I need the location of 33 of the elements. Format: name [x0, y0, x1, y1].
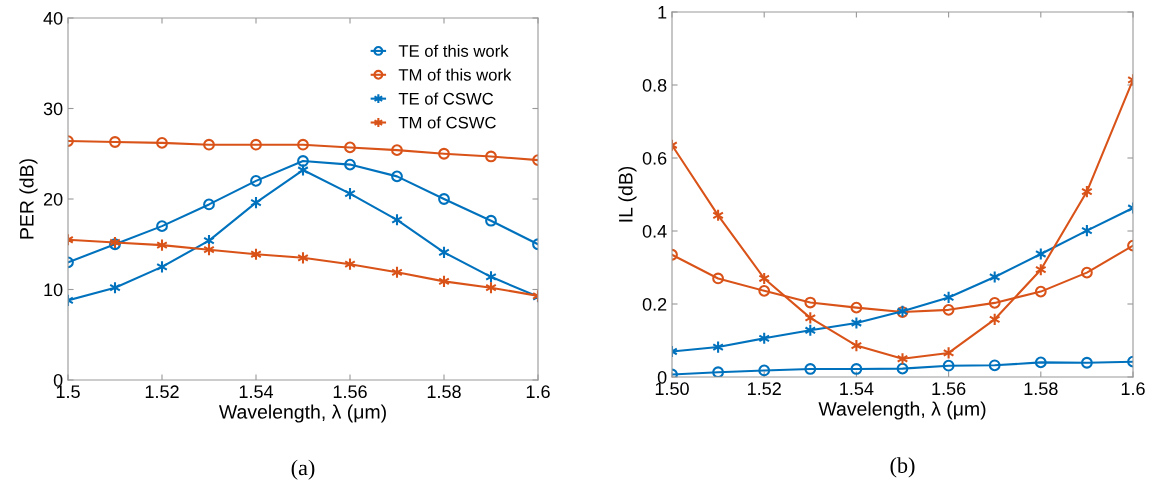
y-tick-label: 0.6	[642, 151, 667, 165]
text: (b)	[890, 457, 915, 478]
y-tick-label: 0.4	[642, 224, 667, 238]
x-tick-label: 1.6	[1121, 382, 1145, 396]
x-tick-label: 1.52	[145, 385, 179, 399]
y-tick-label: 1	[658, 6, 667, 19]
y-tick-label: 0.2	[642, 297, 667, 311]
y-axis-title: PER (dB)	[19, 159, 38, 239]
text: (a)	[291, 459, 315, 480]
x-tick-label: 1.54	[840, 382, 874, 396]
legend-label: TM of this work	[398, 68, 512, 81]
y-tick-label: 0.8	[642, 78, 667, 92]
x-tick-label: 1.58	[1024, 382, 1058, 396]
x-tick-label: 1.52	[748, 382, 781, 396]
legend-label: TM of CSWC	[398, 116, 496, 129]
y-tick-label: 40	[43, 11, 63, 25]
y-tick-label: 0	[53, 373, 63, 387]
x-tick-label: 1.58	[427, 385, 461, 399]
legend-label: TE of CSWC	[398, 92, 494, 105]
legend-label: TE of this work	[398, 44, 509, 57]
x-tick-label: 1.56	[932, 382, 966, 396]
y-tick-label: 0	[657, 370, 667, 384]
x-tick-label: 1.6	[526, 385, 550, 399]
x-tick-label: 1.50	[655, 382, 689, 396]
y-tick-label: 20	[43, 192, 63, 206]
x-tick-label: 1.56	[333, 385, 367, 399]
x-axis-title: Wavelength, λ (μm)	[218, 404, 386, 423]
y-axis-title: IL (dB)	[618, 166, 637, 222]
x-tick-label: 1.5	[56, 385, 80, 399]
y-tick-label: 10	[44, 283, 63, 297]
x-tick-label: 1.54	[239, 385, 274, 399]
x-axis-title: Wavelength, λ (μm)	[818, 401, 986, 420]
y-tick-label: 30	[43, 102, 63, 116]
